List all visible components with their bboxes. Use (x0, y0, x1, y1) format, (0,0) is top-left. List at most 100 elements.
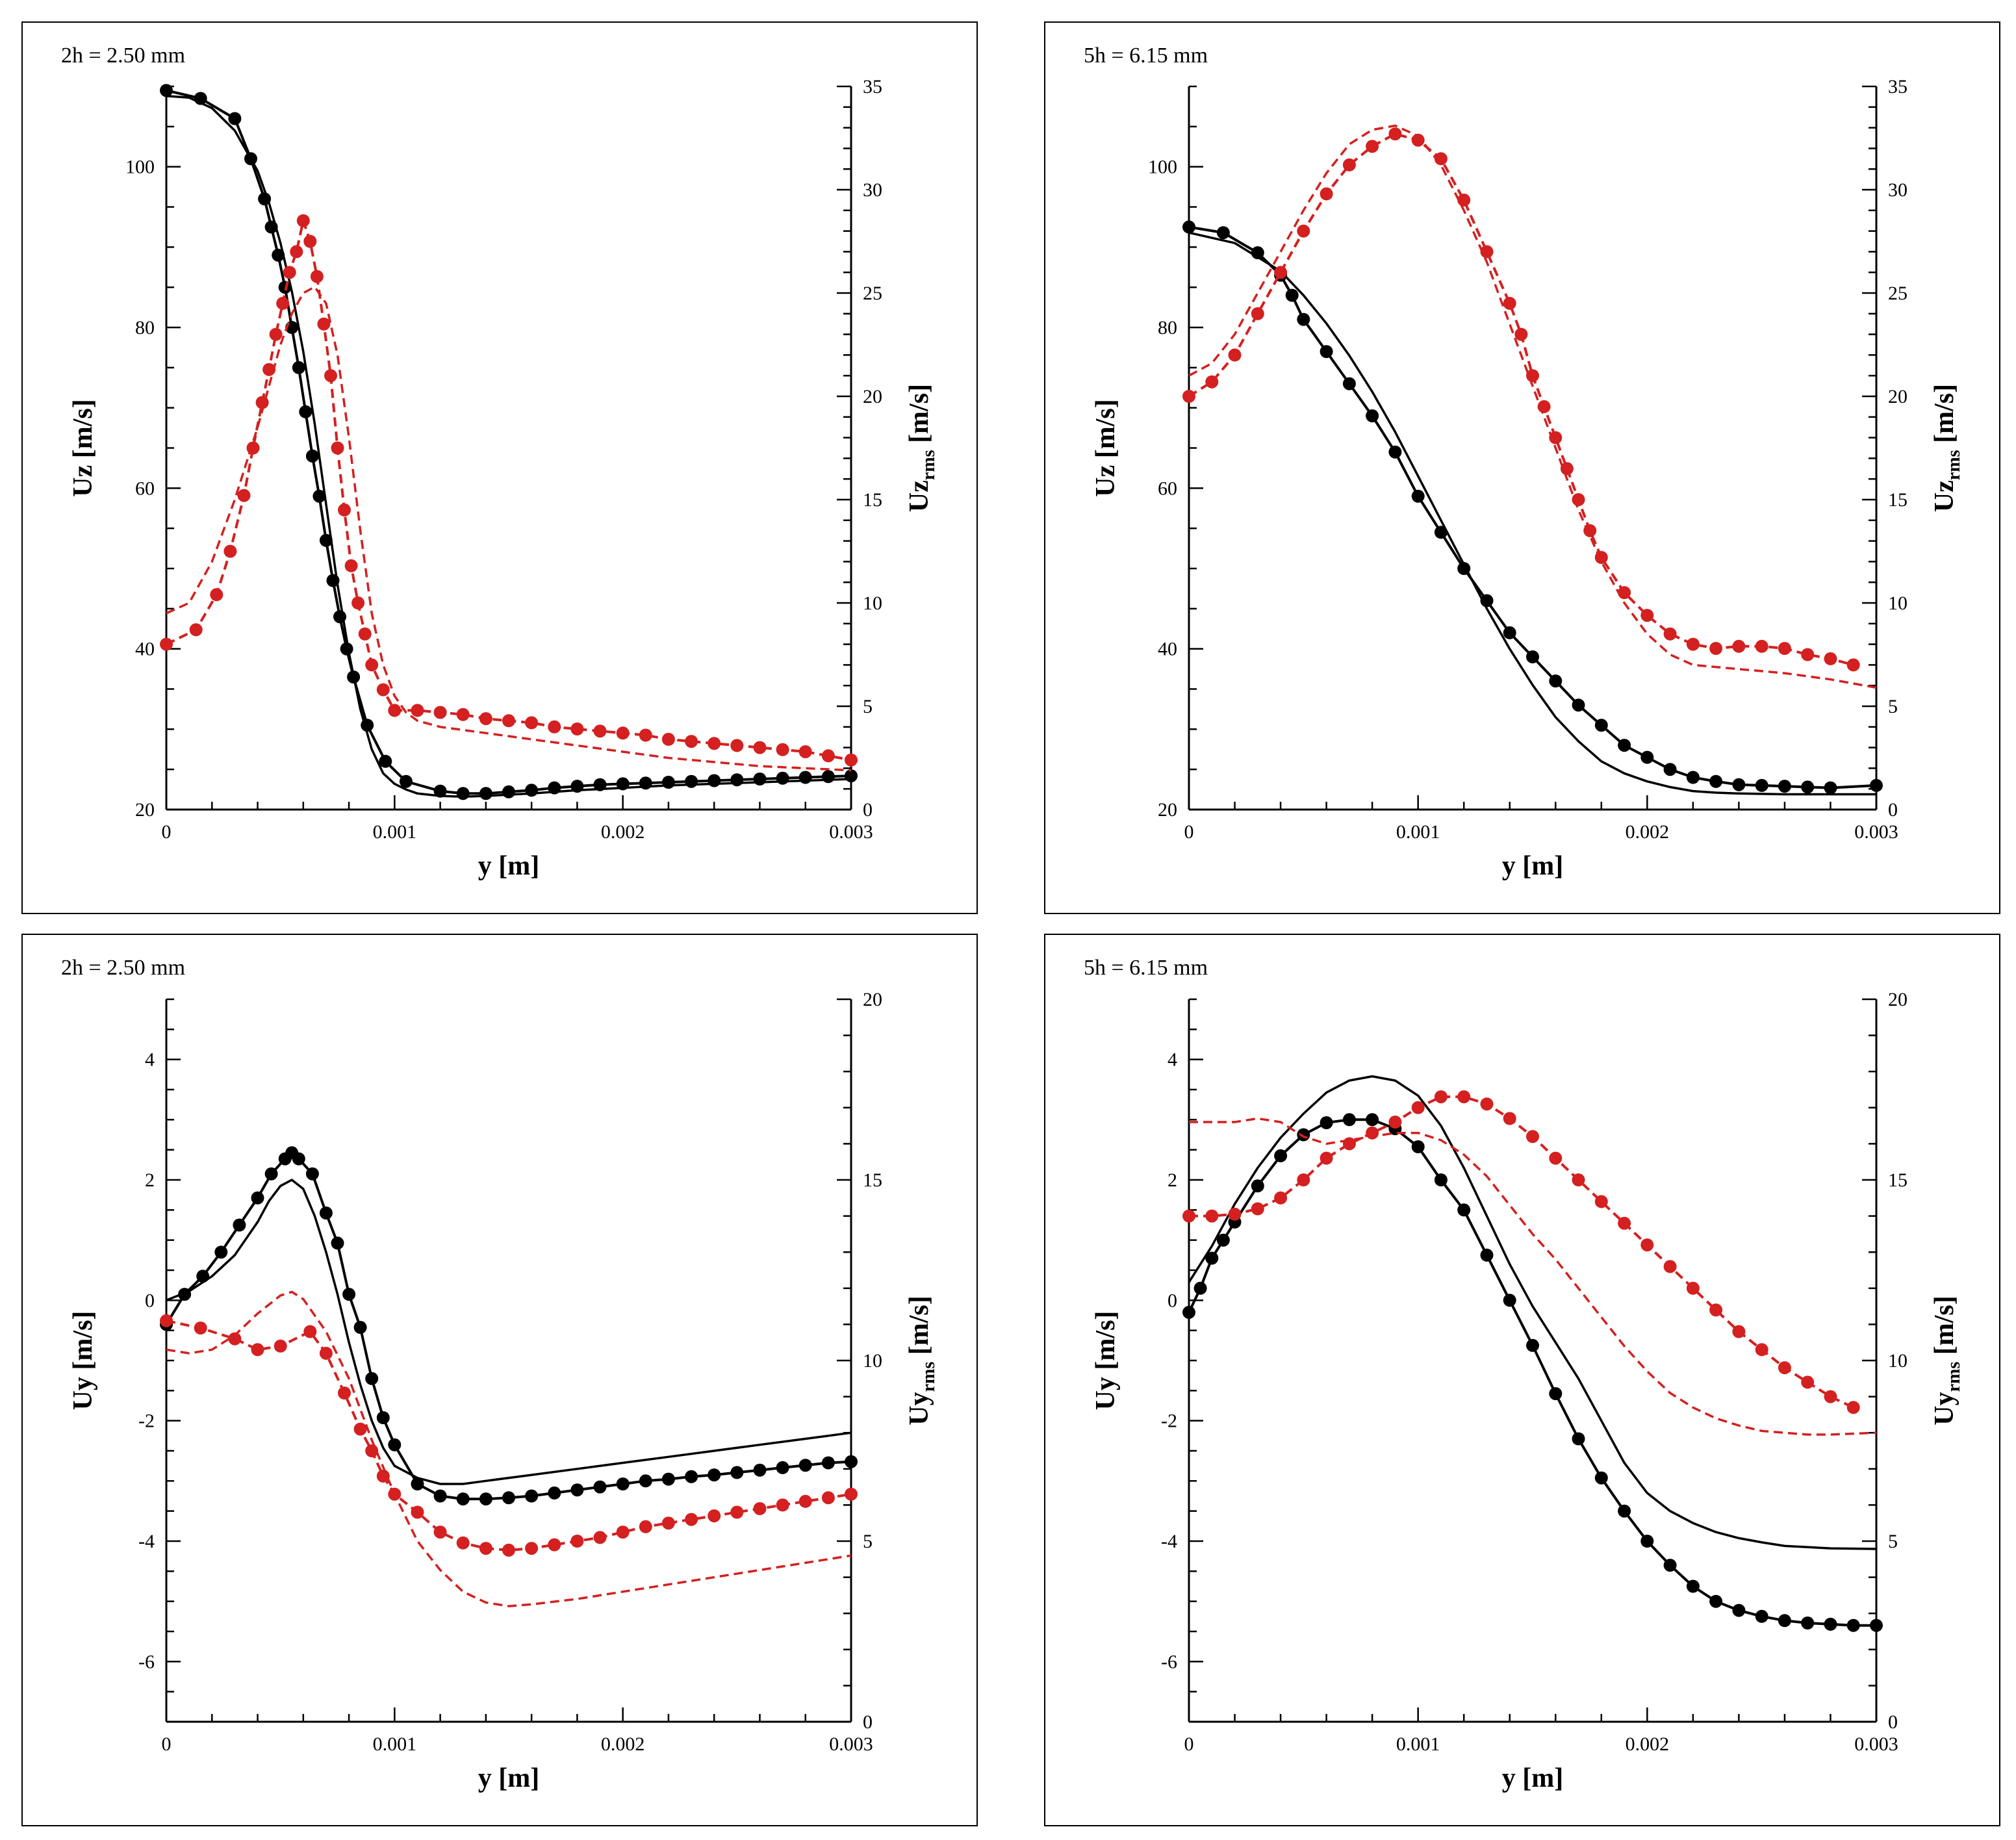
data-point-rms-markers (456, 1536, 470, 1550)
data-point-rms-markers (1228, 1207, 1242, 1221)
data-point-mean-markers (685, 774, 698, 788)
data-point-rms-markers (661, 1516, 675, 1530)
data-point-mean-markers (570, 1483, 584, 1497)
data-point-rms-markers (388, 704, 402, 717)
data-point-rms-markers (1205, 1209, 1219, 1223)
data-point-mean-markers (353, 1321, 367, 1334)
y2-tick-label: 0 (1888, 1711, 1898, 1733)
series-line-mean-solid (1188, 231, 1876, 796)
data-point-rms-markers (1686, 1281, 1700, 1295)
data-point-rms-markers (593, 1531, 607, 1544)
data-point-mean-markers (1732, 778, 1746, 791)
data-point-rms-markers (1709, 1303, 1723, 1317)
y-tick-label: 60 (1158, 478, 1177, 499)
y2-tick-label: 10 (863, 593, 882, 614)
data-point-rms-markers (1801, 648, 1815, 661)
x-tick-label: 0.003 (1854, 821, 1898, 843)
data-point-rms-markers (1846, 658, 1860, 672)
data-point-mean-markers (433, 784, 447, 798)
data-point-mean-markers (593, 778, 607, 791)
data-point-rms-markers (283, 266, 296, 279)
data-point-mean-markers (305, 1167, 319, 1181)
data-point-mean-markers (214, 1246, 228, 1259)
data-point-rms-markers (1663, 1260, 1677, 1273)
y2-tick-label: 15 (1888, 489, 1908, 511)
data-point-rms-markers (365, 1444, 379, 1457)
y2-axis-label-unit: [m/s] (904, 1296, 934, 1361)
data-point-rms-markers (1320, 1151, 1333, 1165)
data-point-mean-markers (1251, 246, 1264, 259)
data-point-mean-markers (1572, 698, 1585, 712)
y-tick-label: 40 (1158, 639, 1177, 660)
y2-tick-label: 30 (1888, 179, 1908, 201)
y-tick-label: 100 (125, 157, 155, 178)
data-point-rms-markers (1618, 1216, 1631, 1230)
y-axis-label-unit: [m/s] (1091, 1311, 1121, 1377)
y2-axis-label-unit: [m/s] (1930, 1296, 1959, 1361)
data-point-mean-markers (1216, 1233, 1230, 1247)
y-tick-label: 2 (1167, 1169, 1177, 1191)
panel-frame (21, 21, 978, 914)
y2-axis-label-unit: [m/s] (904, 384, 934, 450)
x-tick-label: 0 (1184, 1733, 1194, 1755)
y2-tick-label: 20 (863, 989, 882, 1010)
data-point-rms-markers (1251, 307, 1264, 320)
data-point-mean-markers (1285, 288, 1299, 302)
chart-panel-2: 5h = 6.15 mm 0 0.001 0.002 0.003 20 40 60 80 100 0… (1044, 21, 2000, 914)
x-tick-label: 0.002 (601, 821, 645, 843)
data-point-rms-markers (798, 745, 812, 758)
y2-tick-label: 20 (863, 386, 882, 407)
data-point-mean-markers (1755, 1609, 1768, 1623)
x-tick-label: 0.002 (1626, 821, 1670, 843)
y2-tick-label: 15 (863, 1169, 882, 1191)
data-point-rms-markers (730, 739, 744, 752)
data-point-rms-markers (525, 716, 539, 730)
data-point-mean-markers (548, 1486, 561, 1500)
panel-frame (21, 934, 978, 1826)
data-point-rms-markers (685, 735, 698, 748)
x-tick-label: 0.001 (1396, 1733, 1440, 1755)
series-line-mean-solid (166, 1179, 852, 1485)
y2-axis-label-sub: rms (1944, 450, 1964, 480)
data-point-mean-markers (479, 1492, 492, 1506)
data-point-rms-markers (290, 245, 303, 259)
y-tick-label: 4 (1167, 1049, 1177, 1071)
data-point-mean-markers (361, 719, 374, 732)
y-tick-label: 40 (135, 639, 155, 660)
data-point-rms-markers (502, 1543, 515, 1557)
data-point-rms-markers (1342, 1137, 1356, 1151)
y-tick-label: 20 (1158, 799, 1177, 821)
series-line-mean-markers (166, 89, 852, 795)
data-point-rms-markers (365, 658, 379, 672)
data-point-mean-markers (593, 1480, 607, 1494)
data-point-mean-markers (160, 84, 173, 97)
data-point-mean-markers (1480, 594, 1494, 607)
data-point-mean-markers (1778, 780, 1791, 793)
y2-tick-label: 20 (1888, 386, 1908, 407)
data-point-rms-markers (753, 1502, 767, 1515)
data-point-rms-markers (1778, 642, 1791, 655)
y2-tick-label: 5 (1888, 1531, 1898, 1552)
series-line-rms-markers (166, 1319, 852, 1552)
data-point-rms-markers (1549, 431, 1563, 444)
series-line-rms-markers (1189, 1095, 1854, 1409)
data-point-rms-markers (1457, 1090, 1471, 1104)
y2-tick-label: 25 (1888, 283, 1908, 304)
data-point-rms-markers (570, 722, 584, 735)
data-point-mean-markers (299, 405, 313, 418)
data-point-mean-markers (1457, 562, 1471, 575)
data-point-mean-markers (1663, 763, 1677, 776)
data-point-rms-markers (1526, 1130, 1539, 1144)
data-point-mean-markers (178, 1288, 192, 1301)
data-point-mean-markers (313, 489, 326, 503)
data-point-rms-markers (845, 1487, 858, 1501)
data-point-mean-markers (1320, 345, 1333, 359)
y2-tick-label: 10 (1888, 1350, 1908, 1372)
data-point-rms-markers (821, 749, 835, 763)
data-point-mean-markers (845, 769, 858, 783)
data-point-mean-markers (1801, 1616, 1815, 1629)
data-point-rms-markers (776, 743, 789, 756)
series-line-rms-dashed (166, 1290, 852, 1607)
data-point-rms-markers (1732, 1325, 1746, 1338)
